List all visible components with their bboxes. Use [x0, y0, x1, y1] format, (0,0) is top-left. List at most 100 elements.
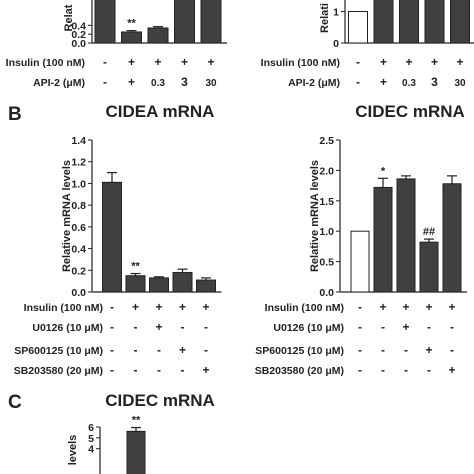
condition-mark: +: [431, 55, 438, 69]
condition-mark: -: [181, 320, 185, 334]
bar: [172, 271, 193, 293]
condition-mark: -: [427, 320, 431, 334]
condition-mark: -: [157, 343, 161, 357]
condition-mark: +: [456, 55, 463, 69]
condition-mark: +: [425, 343, 432, 357]
y-tick-label: 1.4: [71, 135, 86, 147]
condition-mark: +: [179, 343, 186, 357]
condition-mark: +: [402, 300, 409, 314]
y-tick-label: 1.0: [319, 226, 334, 238]
condition-mark: +: [155, 320, 162, 334]
y-tick-label: 1.2: [71, 157, 86, 169]
panel-label-c: C: [8, 392, 22, 413]
y-axis-label: Relat: [63, 4, 75, 31]
chart-title: CIDEC mRNA: [355, 102, 465, 121]
condition-mark: +: [405, 55, 412, 69]
y-tick-label: 0.5: [319, 257, 334, 269]
condition-mark: +: [380, 75, 387, 89]
condition-mark: -: [404, 343, 408, 357]
condition-mark: +: [128, 75, 135, 89]
y-axis-label: Relative mRNA levels: [61, 160, 73, 272]
panel-label-b: B: [8, 104, 22, 125]
condition-label: Insulin (100 nM): [261, 57, 340, 69]
condition-mark: +: [181, 55, 188, 69]
y-tick-label: 2.0: [319, 165, 334, 177]
y-tick-label: 4: [88, 444, 94, 456]
bar: [196, 279, 216, 293]
condition-mark: +: [132, 300, 139, 314]
condition-mark: -: [204, 343, 208, 357]
condition-mark: -: [450, 320, 454, 334]
condition-mark: +: [448, 363, 455, 377]
condition-mark: -: [181, 363, 185, 377]
y-tick-label: 0.0: [319, 287, 334, 299]
y-tick-label: 0.0: [71, 38, 86, 50]
y-tick-label: 0.2: [71, 29, 86, 41]
y-tick-label: 0.2: [71, 265, 86, 277]
condition-label: SB203580 (20 μM): [255, 365, 344, 377]
bar: [174, 0, 195, 44]
y-axis-label: levels: [67, 435, 79, 466]
significance-label: ##: [423, 226, 435, 238]
condition-mark: -: [358, 300, 362, 314]
condition-label: U0126 (10 μM): [32, 322, 103, 334]
condition-mark: -: [381, 343, 385, 357]
chart-c: CIDEC mRNA 456 levels **: [67, 391, 215, 474]
condition-mark: +: [202, 300, 209, 314]
condition-mark: -: [427, 363, 431, 377]
significance-label: *: [381, 165, 386, 177]
bar: [102, 181, 122, 293]
condition-label: SB203580 (20 μM): [14, 365, 103, 377]
bar: [419, 241, 439, 293]
condition-mark: +: [155, 300, 162, 314]
condition-mark: -: [110, 343, 114, 357]
bar: [450, 0, 470, 44]
y-tick-label: 0.8: [71, 200, 86, 212]
condition-mark: -: [204, 320, 208, 334]
condition-mark: +: [207, 55, 214, 69]
bar: [149, 277, 169, 293]
y-tick-label: 5: [88, 433, 94, 445]
condition-mark: -: [134, 363, 138, 377]
condition-label: Insulin (100 nM): [6, 57, 85, 69]
condition-mark: 0.3: [151, 78, 165, 89]
condition-mark: +: [154, 55, 161, 69]
y-tick-label: 0.4: [71, 244, 86, 256]
bar: [125, 275, 146, 293]
condition-mark: -: [110, 300, 114, 314]
condition-mark: -: [358, 320, 362, 334]
condition-mark: -: [381, 320, 385, 334]
y-tick-label: 1: [333, 7, 339, 19]
bar: [348, 11, 368, 44]
condition-mark: 30: [454, 78, 466, 89]
chart-b-right: CIDEC mRNA 0.0 0.5 1.0 1.5 2.0 2.5 Relative mRN…: [255, 102, 467, 377]
condition-mark: 0.3: [402, 78, 416, 89]
condition-mark: -: [358, 343, 362, 357]
y-tick-label: 0: [333, 38, 339, 50]
y-tick-label: 0.6: [71, 222, 86, 234]
condition-mark: +: [379, 300, 386, 314]
bar: [424, 0, 445, 44]
bar: [121, 31, 142, 44]
bar: [442, 183, 462, 293]
y-tick-label: 1.0: [71, 178, 86, 190]
condition-mark: -: [110, 320, 114, 334]
y-tick-label: 0.0: [71, 287, 86, 299]
condition-mark: -: [356, 55, 360, 69]
bar: [350, 230, 370, 293]
bar: [373, 0, 394, 44]
y-axis-label: Relati: [319, 3, 331, 33]
condition-mark: -: [110, 363, 114, 377]
condition-mark: -: [356, 75, 360, 89]
bar: [147, 27, 169, 44]
condition-mark: -: [103, 75, 107, 89]
chart-title: CIDEA mRNA: [106, 102, 215, 121]
condition-mark: +: [425, 300, 432, 314]
significance-label: **: [131, 261, 140, 273]
condition-label: API-2 (μM): [33, 77, 85, 89]
condition-mark: +: [202, 363, 209, 377]
significance-label: **: [127, 18, 136, 30]
y-tick-label: 2.5: [319, 135, 334, 147]
